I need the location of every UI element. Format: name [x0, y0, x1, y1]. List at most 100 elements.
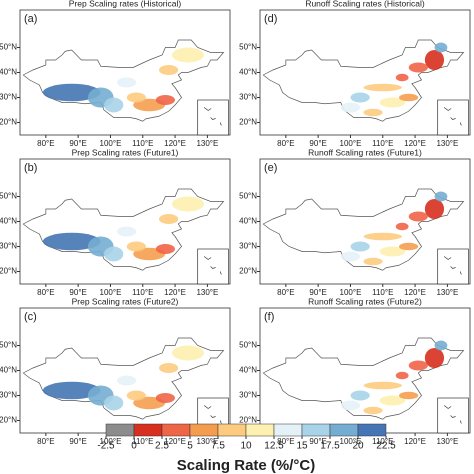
x-tick-label: 80°E: [37, 139, 54, 148]
y-tick-label: 40°N: [0, 217, 17, 226]
inset-islands: [203, 107, 222, 126]
x-tick-label: 130°E: [436, 288, 458, 297]
colorbar-swatch: [357, 423, 387, 437]
y-tick-label: 30°N: [239, 93, 257, 102]
colorbar-tick-label: 22.5: [376, 441, 396, 452]
region-fill: [340, 102, 361, 113]
panel-label: (a): [24, 13, 37, 25]
colorbar-swatch: [245, 423, 275, 437]
region-fill: [363, 381, 402, 390]
colorbar-swatch: [329, 423, 359, 437]
x-tick-label: 100°E: [340, 437, 362, 446]
x-tick-label: 120°E: [164, 437, 186, 446]
region-fill: [379, 395, 406, 406]
inset-islands: [443, 107, 462, 126]
inset-islands: [443, 405, 462, 424]
y-tick-label: 50°N: [239, 192, 257, 201]
region-fill: [408, 211, 428, 222]
region-fill: [399, 391, 419, 400]
y-tick-label: 30°N: [0, 391, 17, 400]
region-fill: [379, 246, 406, 257]
y-tick-label: 50°N: [0, 43, 17, 52]
colorbar-tick-label: 20: [352, 441, 364, 452]
y-tick-label: 20°N: [239, 118, 257, 127]
panel-title: Runoff Scaling rates (Future1): [308, 147, 422, 157]
y-tick-label: 50°N: [239, 341, 257, 350]
x-tick-label: 90°E: [69, 437, 86, 446]
panel-label: (f): [264, 311, 274, 323]
region-fill: [363, 83, 402, 92]
y-tick-label: 50°N: [0, 192, 17, 201]
region-fill: [350, 390, 370, 401]
x-tick-label: 100°E: [340, 139, 362, 148]
x-tick-label: 100°E: [100, 288, 122, 297]
region-fill: [126, 390, 146, 401]
panel-label: (d): [264, 13, 277, 25]
region-fill: [172, 345, 204, 361]
panel-title: Prep Scaling rates (Historical): [69, 0, 182, 8]
region-fill: [399, 242, 419, 251]
x-tick-label: 120°E: [404, 437, 426, 446]
map-panel: 80°E 90°E 100°E 110°E 120°E 130°E 20°N 30°N 40°N…: [0, 296, 231, 446]
x-tick-label: 110°E: [372, 437, 393, 446]
region-fill: [434, 340, 448, 351]
colorbar-swatch: [161, 423, 191, 437]
inset-islands: [443, 256, 462, 275]
colorbar-swatch: [189, 423, 219, 437]
region-fill: [395, 73, 409, 82]
region-fill: [159, 363, 179, 373]
x-tick-label: 120°E: [164, 288, 186, 297]
x-tick-label: 90°E: [309, 288, 326, 297]
colorbar-tick-label: 12.5: [264, 441, 284, 452]
colorbar-tick-label: -2.5: [97, 441, 115, 452]
region-fill: [340, 400, 361, 411]
colorbar-swatch: [133, 423, 163, 437]
colorbar-tick-label: 2.5: [155, 441, 169, 452]
x-tick-label: 130°E: [436, 139, 458, 148]
region-fill: [395, 371, 409, 380]
region-fill: [424, 199, 445, 219]
y-tick-label: 40°N: [0, 366, 17, 375]
y-tick-label: 40°N: [239, 366, 257, 375]
colorbar-tick-label: 0: [131, 441, 137, 452]
y-tick-label: 40°N: [239, 217, 257, 226]
region-fill: [350, 92, 370, 103]
colorbar-tick-label: 15: [296, 441, 308, 452]
inset-islands: [203, 256, 222, 275]
region-fill: [126, 92, 146, 103]
y-tick-label: 30°N: [0, 93, 17, 102]
x-tick-label: 110°E: [372, 139, 393, 148]
x-tick-label: 120°E: [164, 139, 186, 148]
x-tick-label: 100°E: [340, 288, 362, 297]
inset-box: [437, 397, 469, 434]
y-tick-label: 20°N: [239, 416, 257, 425]
panel-label: (b): [24, 162, 37, 174]
x-tick-label: 90°E: [69, 139, 86, 148]
y-tick-label: 40°N: [239, 68, 257, 77]
panel-label: (e): [264, 162, 277, 174]
x-tick-label: 110°E: [132, 437, 153, 446]
region-fill: [117, 77, 137, 88]
region-fill: [117, 375, 137, 386]
region-fill: [434, 42, 448, 53]
x-tick-label: 130°E: [196, 139, 218, 148]
region-fill: [117, 226, 137, 237]
region-fill: [340, 251, 361, 262]
colorbar-swatch: [301, 423, 331, 437]
region-fill: [363, 406, 383, 415]
inset-box: [437, 248, 469, 285]
y-tick-label: 20°N: [239, 267, 257, 276]
x-tick-label: 110°E: [372, 288, 393, 297]
x-tick-label: 120°E: [404, 139, 426, 148]
x-tick-label: 80°E: [37, 288, 54, 297]
x-tick-label: 80°E: [277, 139, 294, 148]
region-fill: [363, 257, 383, 266]
y-tick-label: 50°N: [239, 43, 257, 52]
panel-title: Runoff Scaling rates (Future2): [308, 296, 422, 306]
inset-box: [197, 248, 229, 285]
x-tick-label: 80°E: [277, 288, 294, 297]
region-fill: [434, 191, 448, 202]
region-fill: [159, 214, 179, 224]
y-tick-label: 30°N: [0, 242, 17, 251]
x-tick-label: 110°E: [132, 288, 153, 297]
